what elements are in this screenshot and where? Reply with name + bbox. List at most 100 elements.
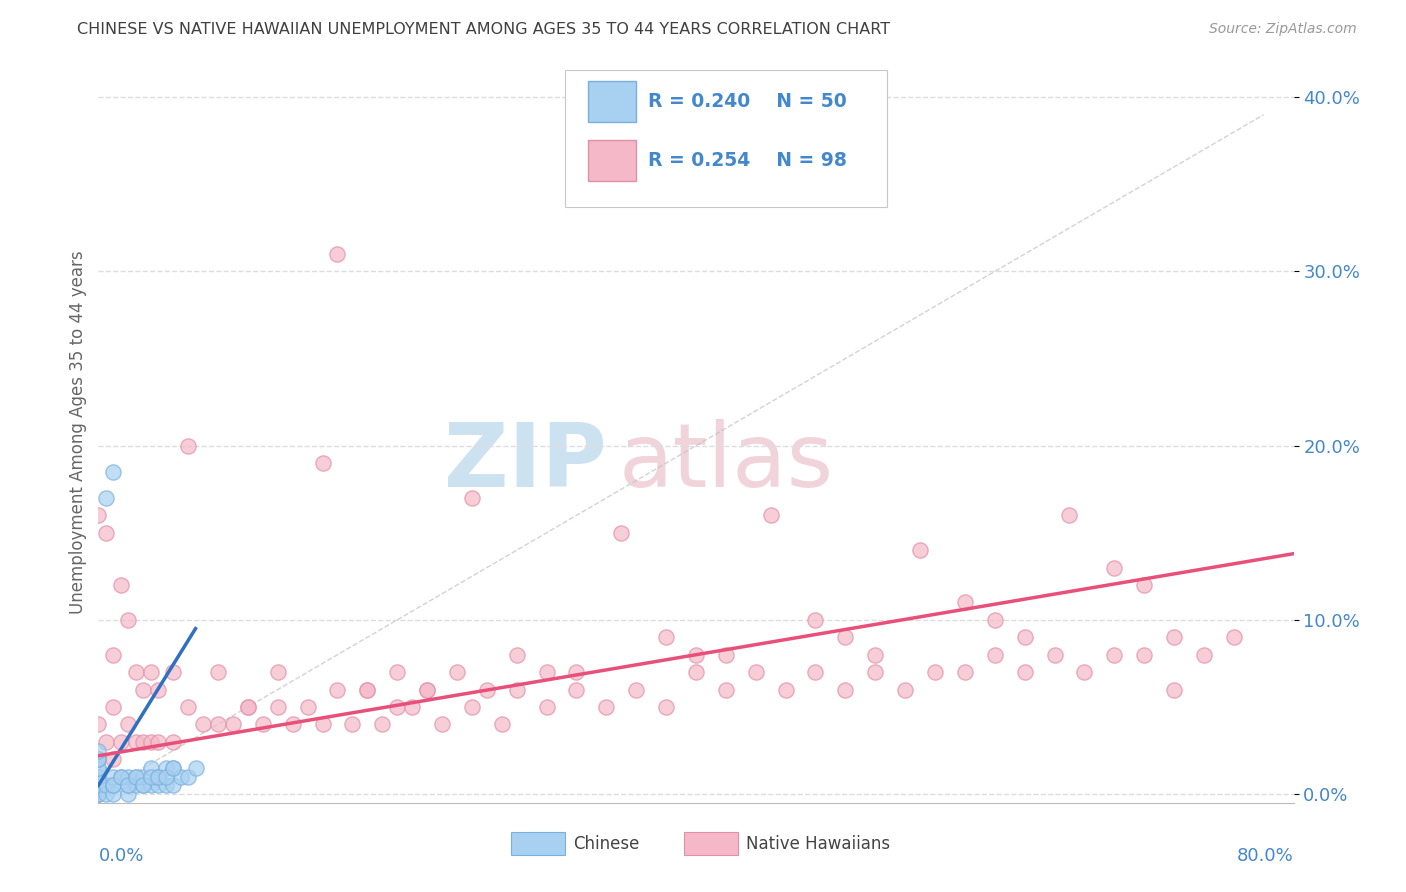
Point <box>356 682 378 697</box>
Point <box>1133 578 1156 592</box>
FancyBboxPatch shape <box>565 70 887 207</box>
Point <box>103 778 125 792</box>
Point <box>132 778 155 792</box>
Point <box>745 665 768 680</box>
Text: 80.0%: 80.0% <box>1237 847 1294 865</box>
Point <box>94 491 117 505</box>
Point <box>759 508 782 523</box>
Point <box>169 770 191 784</box>
Point <box>461 700 484 714</box>
Point <box>177 770 200 784</box>
Point <box>894 682 917 697</box>
Point <box>162 761 184 775</box>
Point <box>132 735 155 749</box>
Point <box>236 700 259 714</box>
Text: Chinese: Chinese <box>572 835 640 853</box>
Point <box>139 770 162 784</box>
Point <box>865 665 887 680</box>
Point <box>236 700 259 714</box>
Point <box>117 778 139 792</box>
Point <box>132 770 155 784</box>
Point <box>924 665 946 680</box>
Point <box>117 778 139 792</box>
Point <box>297 700 319 714</box>
Point <box>87 787 110 801</box>
Point <box>311 456 333 470</box>
Point <box>117 770 139 784</box>
Point <box>714 648 737 662</box>
Point <box>139 761 162 775</box>
Point <box>506 682 529 697</box>
Point <box>326 682 349 697</box>
Point <box>416 682 439 697</box>
Point <box>475 682 498 697</box>
Point <box>125 770 148 784</box>
Point <box>132 682 155 697</box>
Point <box>1104 560 1126 574</box>
Point <box>267 700 290 714</box>
Point <box>87 743 110 757</box>
Point <box>506 648 529 662</box>
Point <box>87 787 110 801</box>
Point <box>103 700 125 714</box>
Point <box>103 648 125 662</box>
Point <box>94 778 117 792</box>
Point <box>1163 682 1185 697</box>
Point <box>87 770 110 784</box>
Point <box>1043 648 1066 662</box>
Point <box>311 717 333 731</box>
Point <box>148 778 170 792</box>
Point <box>148 682 170 697</box>
Point <box>87 787 110 801</box>
Point <box>714 682 737 697</box>
Point <box>103 787 125 801</box>
Point <box>207 665 229 680</box>
Point <box>125 735 148 749</box>
Point <box>655 700 678 714</box>
Point <box>804 613 827 627</box>
Point <box>385 700 409 714</box>
Point <box>865 648 887 662</box>
Point <box>356 682 378 697</box>
Point <box>834 682 856 697</box>
Point <box>1014 630 1036 644</box>
Point <box>685 665 707 680</box>
Point <box>155 778 177 792</box>
Point <box>139 778 162 792</box>
Point <box>110 735 132 749</box>
Point <box>1192 648 1215 662</box>
Point <box>953 665 976 680</box>
Point <box>94 787 117 801</box>
Point <box>87 752 110 766</box>
Point <box>110 770 132 784</box>
Point <box>87 778 110 792</box>
Point <box>281 717 304 731</box>
Bar <box>589 140 637 181</box>
Point <box>536 700 558 714</box>
Point <box>103 465 125 479</box>
Point <box>162 761 184 775</box>
Text: ZIP: ZIP <box>443 418 606 506</box>
Point <box>1223 630 1246 644</box>
Point <box>536 665 558 680</box>
Point <box>87 787 110 801</box>
Point <box>139 665 162 680</box>
Point <box>110 770 132 784</box>
Point <box>461 491 484 505</box>
Point <box>162 665 184 680</box>
Y-axis label: Unemployment Among Ages 35 to 44 years: Unemployment Among Ages 35 to 44 years <box>69 251 87 615</box>
Point <box>191 717 214 731</box>
Point <box>148 770 170 784</box>
Point <box>87 761 110 775</box>
Point <box>110 578 132 592</box>
Point <box>655 630 678 644</box>
Point <box>87 508 110 523</box>
Point <box>162 778 184 792</box>
Point <box>177 700 200 714</box>
Point <box>834 630 856 644</box>
Point <box>94 525 117 540</box>
Point <box>87 761 110 775</box>
Point <box>1163 630 1185 644</box>
Point <box>326 247 349 261</box>
Point <box>125 778 148 792</box>
